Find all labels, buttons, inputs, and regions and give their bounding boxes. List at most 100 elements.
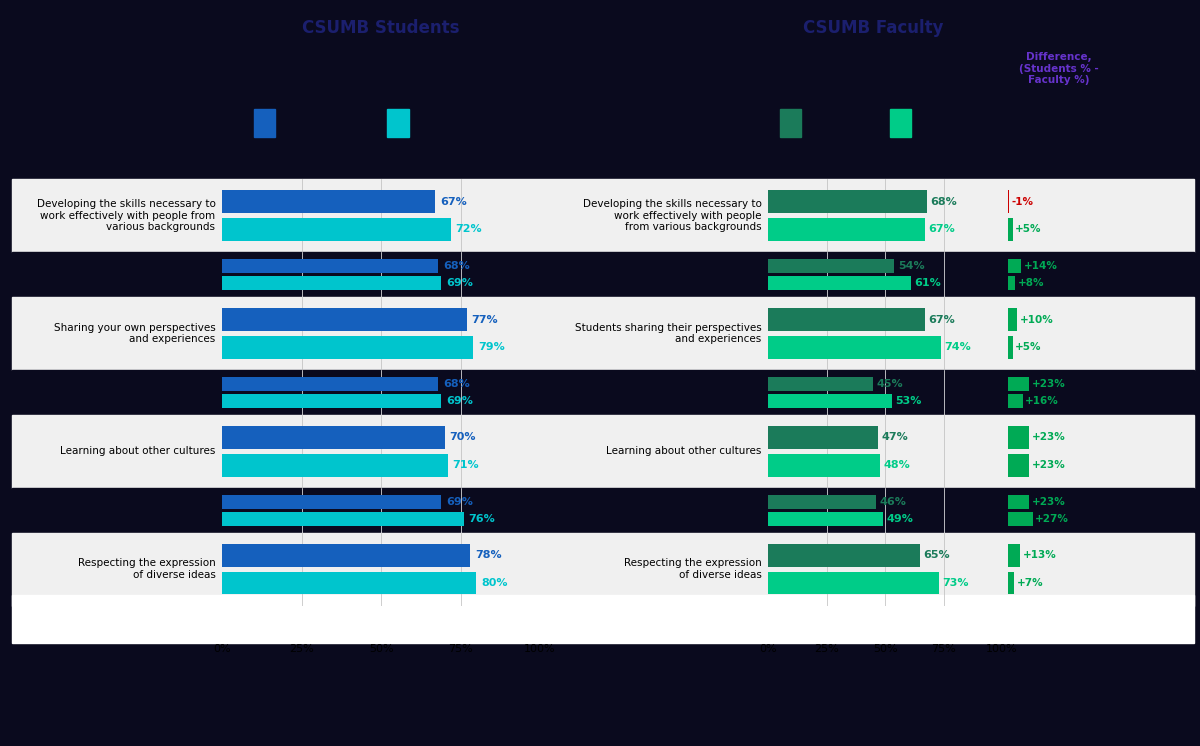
Text: +5%: +5% bbox=[1015, 225, 1042, 234]
Text: +13%: +13% bbox=[1022, 551, 1056, 560]
FancyBboxPatch shape bbox=[780, 109, 802, 137]
Text: Learning about other cultures: Learning about other cultures bbox=[60, 446, 216, 457]
Bar bbox=[768, 218, 925, 241]
Bar bbox=[222, 259, 438, 273]
Text: 79%: 79% bbox=[478, 342, 505, 352]
Text: 80%: 80% bbox=[481, 578, 508, 588]
Bar bbox=[222, 190, 436, 213]
Bar bbox=[1008, 394, 1022, 408]
Bar bbox=[768, 495, 876, 509]
Bar bbox=[222, 276, 442, 290]
FancyBboxPatch shape bbox=[12, 595, 1194, 643]
Text: 46%: 46% bbox=[880, 497, 906, 507]
FancyBboxPatch shape bbox=[889, 109, 911, 137]
Text: 69%: 69% bbox=[446, 497, 473, 507]
Bar bbox=[768, 544, 920, 567]
Text: Difference,
(Students % -
Faculty %): Difference, (Students % - Faculty %) bbox=[1019, 52, 1099, 86]
Text: 71%: 71% bbox=[452, 460, 479, 470]
Text: 47%: 47% bbox=[882, 433, 908, 442]
Text: 49%: 49% bbox=[886, 514, 913, 524]
Text: 68%: 68% bbox=[443, 379, 469, 389]
Text: +23%: +23% bbox=[1032, 379, 1066, 389]
Text: 77%: 77% bbox=[472, 315, 498, 325]
Text: 74%: 74% bbox=[944, 342, 972, 352]
Bar bbox=[222, 544, 470, 567]
Text: +23%: +23% bbox=[1032, 460, 1066, 470]
Text: 67%: 67% bbox=[440, 197, 467, 207]
Bar bbox=[1008, 276, 1015, 290]
Text: Respecting the expression
of diverse ideas: Respecting the expression of diverse ide… bbox=[78, 559, 216, 580]
Bar bbox=[1008, 308, 1018, 331]
Text: 73%: 73% bbox=[942, 578, 968, 588]
Text: +23%: +23% bbox=[1032, 497, 1066, 507]
Bar bbox=[768, 426, 878, 449]
FancyBboxPatch shape bbox=[12, 415, 1194, 488]
Bar bbox=[768, 336, 941, 359]
Bar bbox=[1008, 571, 1014, 595]
Bar bbox=[1008, 544, 1020, 567]
FancyBboxPatch shape bbox=[12, 252, 1194, 297]
Text: +8%: +8% bbox=[1018, 278, 1044, 288]
Text: +7%: +7% bbox=[1016, 578, 1044, 588]
FancyBboxPatch shape bbox=[0, 0, 1200, 179]
Bar bbox=[768, 259, 894, 273]
Text: 68%: 68% bbox=[931, 197, 958, 207]
FancyBboxPatch shape bbox=[12, 488, 1194, 533]
Text: 54%: 54% bbox=[898, 261, 924, 271]
Text: 67%: 67% bbox=[929, 315, 955, 325]
Text: 61%: 61% bbox=[914, 278, 941, 288]
Bar bbox=[222, 454, 448, 477]
Text: +5%: +5% bbox=[1015, 342, 1042, 352]
Bar bbox=[768, 377, 874, 391]
Text: 67%: 67% bbox=[929, 225, 955, 234]
Text: Learning about other cultures: Learning about other cultures bbox=[606, 446, 762, 457]
Text: 69%: 69% bbox=[446, 278, 473, 288]
Bar bbox=[1008, 426, 1030, 449]
Text: +27%: +27% bbox=[1036, 514, 1069, 524]
Text: 68%: 68% bbox=[443, 261, 469, 271]
Text: 78%: 78% bbox=[475, 551, 502, 560]
Bar bbox=[1008, 218, 1013, 241]
Text: +16%: +16% bbox=[1025, 396, 1058, 406]
FancyBboxPatch shape bbox=[12, 370, 1194, 415]
Bar bbox=[1008, 512, 1033, 526]
Bar bbox=[222, 512, 463, 526]
Text: 70%: 70% bbox=[449, 433, 476, 442]
Bar bbox=[222, 571, 476, 595]
Text: 48%: 48% bbox=[884, 460, 911, 470]
FancyBboxPatch shape bbox=[12, 179, 1194, 252]
Bar bbox=[222, 336, 473, 359]
Text: Respecting the expression
of diverse ideas: Respecting the expression of diverse ide… bbox=[624, 559, 762, 580]
FancyBboxPatch shape bbox=[12, 533, 1194, 606]
Text: Developing the skills necessary to
work effectively with people
from various bac: Developing the skills necessary to work … bbox=[583, 199, 762, 232]
Text: -1%: -1% bbox=[1012, 197, 1033, 207]
FancyBboxPatch shape bbox=[12, 297, 1194, 370]
Text: 72%: 72% bbox=[456, 225, 482, 234]
Bar bbox=[1008, 259, 1021, 273]
Bar bbox=[768, 512, 883, 526]
Text: Students sharing their perspectives
and experiences: Students sharing their perspectives and … bbox=[575, 323, 762, 344]
Text: 45%: 45% bbox=[877, 379, 904, 389]
Bar bbox=[768, 190, 928, 213]
Text: CSUMB Faculty: CSUMB Faculty bbox=[803, 19, 943, 37]
Text: 69%: 69% bbox=[446, 396, 473, 406]
Bar bbox=[222, 377, 438, 391]
Bar bbox=[768, 394, 892, 408]
Text: 76%: 76% bbox=[468, 514, 496, 524]
FancyBboxPatch shape bbox=[388, 109, 409, 137]
Bar bbox=[768, 571, 938, 595]
Bar bbox=[222, 426, 445, 449]
Text: Developing the skills necessary to
work effectively with people from
various bac: Developing the skills necessary to work … bbox=[36, 199, 216, 232]
Bar bbox=[1008, 377, 1030, 391]
Text: +23%: +23% bbox=[1032, 433, 1066, 442]
Text: 65%: 65% bbox=[924, 551, 950, 560]
Bar bbox=[1008, 454, 1030, 477]
Text: +10%: +10% bbox=[1020, 315, 1054, 325]
Bar bbox=[222, 495, 442, 509]
Text: +14%: +14% bbox=[1024, 261, 1057, 271]
Bar bbox=[1008, 495, 1030, 509]
Bar bbox=[768, 454, 881, 477]
FancyBboxPatch shape bbox=[254, 109, 276, 137]
Text: Sharing your own perspectives
and experiences: Sharing your own perspectives and experi… bbox=[54, 323, 216, 344]
Bar bbox=[768, 308, 925, 331]
